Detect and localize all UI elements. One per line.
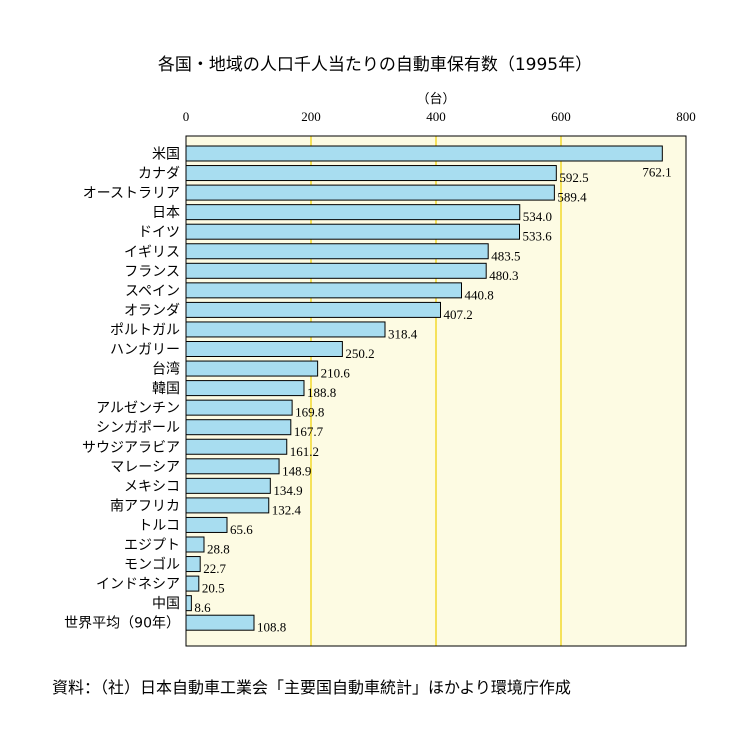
value-label: 533.6 (523, 229, 553, 244)
value-label: 483.5 (491, 248, 520, 263)
category-label: 米国 (152, 147, 180, 163)
bar (185, 243, 489, 260)
value-label: 480.3 (489, 268, 518, 283)
x-tick-label: 600 (551, 109, 571, 124)
category-label: 台湾 (152, 361, 180, 378)
value-label: 167.7 (294, 424, 324, 439)
value-label: 592.5 (559, 170, 588, 185)
source-note: 資料：（社）日本自動車工業会「主要国自動車統計」ほかより環境庁作成 (52, 678, 571, 697)
bar (185, 458, 280, 475)
category-label: マレーシア (110, 459, 180, 475)
value-label: 188.8 (307, 385, 336, 400)
value-label: 210.6 (321, 366, 351, 381)
category-label: イギリス (124, 244, 180, 260)
value-label: 108.8 (257, 620, 286, 635)
bar (185, 184, 555, 201)
bar (185, 614, 255, 631)
category-label: サウジアラビア (82, 440, 180, 456)
bar (185, 223, 520, 240)
category-label: オーストラリア (83, 186, 180, 202)
x-tick-label: 0 (183, 109, 190, 124)
bar (185, 477, 271, 494)
chart-title: 各国・地域の人口千人当たりの自動車保有数（1995年） (157, 55, 593, 75)
bar (185, 399, 293, 416)
x-tick-label: 400 (426, 109, 446, 124)
bar (185, 204, 521, 221)
bar (185, 438, 288, 455)
bar (185, 419, 292, 436)
value-label: 407.2 (444, 307, 473, 322)
category-label: 中国 (152, 596, 180, 612)
value-label: 534.0 (523, 209, 552, 224)
bar (185, 341, 343, 357)
value-label: 65.6 (230, 522, 253, 537)
category-label: 日本 (152, 205, 180, 221)
category-label: アルゼンチン (96, 401, 180, 417)
category-label: メキシコ (124, 479, 180, 495)
value-label: 20.5 (202, 581, 225, 596)
category-label: 世界平均（90年） (64, 616, 180, 632)
bar (185, 536, 205, 553)
x-tick-label: 800 (676, 109, 696, 124)
category-label: 南アフリカ (110, 498, 180, 514)
value-label: 762.1 (642, 165, 671, 180)
category-label: 韓国 (152, 381, 180, 397)
value-label: 134.9 (273, 483, 302, 498)
bar (185, 556, 201, 573)
category-label: エジプト (124, 538, 180, 554)
value-label: 169.8 (295, 405, 324, 420)
category-label: トルコ (138, 518, 180, 534)
bar (185, 165, 557, 182)
value-label: 148.9 (282, 463, 311, 478)
bar (185, 595, 192, 612)
category-label: インドネシア (96, 577, 180, 593)
category-label: モンゴル (124, 556, 180, 573)
x-tick-label: 200 (301, 109, 321, 124)
value-label: 132.4 (272, 502, 302, 517)
value-label: 161.2 (290, 444, 319, 459)
value-label: 318.4 (388, 326, 418, 341)
plot-border (185, 135, 687, 647)
value-label: 28.8 (207, 542, 230, 557)
bar (185, 321, 386, 338)
value-label: 22.7 (203, 561, 226, 576)
value-label: 8.6 (194, 600, 211, 615)
x-axis-unit-label: （台） (416, 92, 455, 107)
bar (185, 497, 270, 514)
bar (185, 145, 663, 162)
bar (185, 262, 487, 279)
category-label: カナダ (138, 166, 180, 182)
category-label: オランダ (124, 303, 180, 319)
value-label: 440.8 (465, 287, 494, 302)
bar (185, 575, 200, 592)
bar (185, 301, 441, 318)
value-label: 250.2 (345, 346, 374, 361)
category-label: スペイン (125, 283, 180, 299)
bar (185, 516, 228, 533)
value-label: 589.4 (557, 190, 587, 205)
bar (185, 360, 319, 377)
category-label: フランス (124, 264, 180, 280)
bar (185, 380, 305, 397)
category-label: ハンガリー (110, 342, 180, 358)
category-label: ポルトガル (110, 322, 180, 338)
category-label: シンガポール (96, 420, 180, 436)
bar (185, 282, 462, 299)
category-label: ドイツ (138, 225, 180, 241)
